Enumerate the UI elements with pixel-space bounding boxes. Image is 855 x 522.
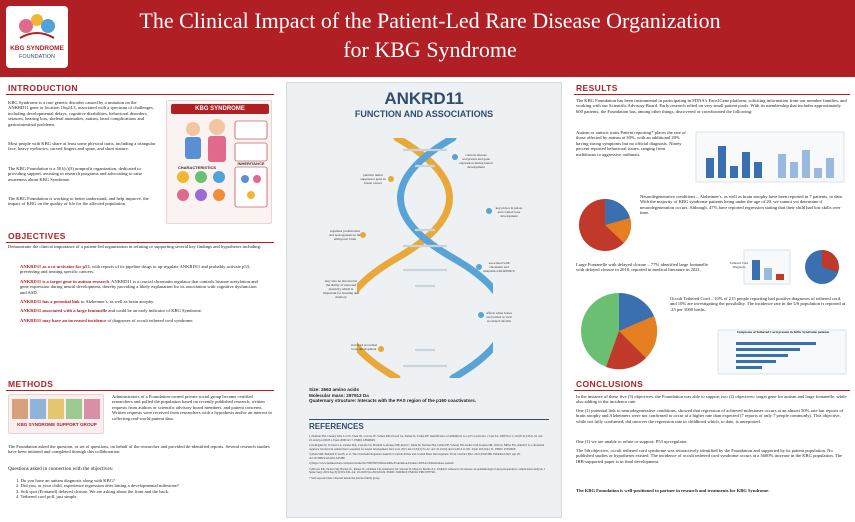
infographic-label-inheritance: INHERITANCE xyxy=(237,161,264,166)
objective-item: ANKRD11 as a co-activator for p53, with … xyxy=(20,264,264,275)
symptoms-bar-chart xyxy=(717,329,847,375)
question-item: 4. Tethered cord poll, just simple. xyxy=(16,494,78,500)
left-column: INTRODUCTION KBG Syndrome is a rare gene… xyxy=(6,82,274,518)
support-group-badge: KBG SYNDROME SUPPORT GROUP xyxy=(8,394,104,434)
objectives-list: ANKRD11 as a co-activator for p53, with … xyxy=(8,264,264,327)
conclusion-paragraph-4: The 5th objective, occult tethered cord … xyxy=(576,448,843,464)
objective-text: of diagnoses of occult tethered cord syn… xyxy=(106,317,194,323)
methods-heading: METHODS xyxy=(6,378,274,391)
methods-paragraph-2: The Foundation asked the question, or se… xyxy=(8,444,270,455)
conclusion-paragraph-2: One (1) potential link to neurodegenerat… xyxy=(576,408,844,424)
reference-item: 4) https://www.businesswire.com/news/hom… xyxy=(309,461,454,465)
intro-paragraph-2: Most people with KBG share at least some… xyxy=(8,141,156,152)
conclusion-closing: The KBG Foundation is well-positioned to… xyxy=(576,488,770,493)
support-group-photos xyxy=(12,399,100,419)
fontanelle-charts xyxy=(743,249,839,285)
result-neurodegenerative: Neurodegenerative conditions – Alzheimer… xyxy=(640,194,844,216)
infographic-figures: CHARACTERISTICS INHERITANCE xyxy=(177,119,268,208)
objectives-heading: OBJECTIVES xyxy=(6,230,274,243)
support-group-label: KBG SYNDROME SUPPORT GROUP xyxy=(17,422,97,427)
question-item: 2. Did you, or your child, experience re… xyxy=(16,483,179,489)
infographic-title: KBG SYNDROME xyxy=(171,104,269,114)
stat-size: Size: 2663 amino acids xyxy=(309,387,360,392)
callout-tumor-suppressor: putative tumor suppressor gene in breast… xyxy=(360,173,386,185)
reference-item: * Self-reported data collected inside th… xyxy=(309,475,380,480)
poster-title: The Clinical Impact of the Patient-Led R… xyxy=(80,6,780,64)
result-autism: Autism or autistic traits Patient report… xyxy=(576,130,686,157)
references-divider xyxy=(309,419,549,420)
symptoms-chart-title: Symptoms of Tethered Cord present in KBG… xyxy=(736,330,830,334)
objectives-intro: Demonstrate the clinical importance of a… xyxy=(8,244,262,249)
callout-markers xyxy=(358,154,492,352)
autism-bar-chart xyxy=(695,131,845,183)
callout-neuronal-plasticity: may also be involved in the ability of n… xyxy=(323,279,359,299)
objective-text: . ANKRD11 is a crucial chromatin regulat… xyxy=(20,278,258,295)
infographic-label-characteristics: CHARACTERISTICS xyxy=(178,165,217,170)
intro-paragraph-4: The KBG Foundation is working to better … xyxy=(8,196,149,207)
logo-text-bottom: FOUNDATION xyxy=(19,54,55,60)
objective-item: ANKRD11 is a target gene in autism resea… xyxy=(20,279,264,295)
poster-header: KBG SYNDROME FOUNDATION The Clinical Imp… xyxy=(0,0,855,77)
reference-item: 3) Roth DM, Baddam P, Lin H, et al. The … xyxy=(309,452,521,460)
conclusion-paragraph-1: In the instance of these five (5) object… xyxy=(576,394,847,405)
objective-bold: ANKRD11 has a potential link xyxy=(20,299,80,305)
conclusion-paragraph-3: One (1) we are unable to refute or suppo… xyxy=(576,439,688,444)
questions-list: 1. Do you have an autism diagnosis along… xyxy=(16,478,266,500)
question-item: 1. Do you have an autism diagnosis along… xyxy=(16,478,116,483)
objective-bold: ANKRD11 is a target gene in autism resea… xyxy=(20,278,110,284)
reference-item: 2) Gallagher D, Voronova A, Zander MA, C… xyxy=(309,443,545,451)
callout-palate-cranial: key player in palate and cranial bone de… xyxy=(495,206,523,218)
title-line-1: The Clinical Impact of the Patient-Led R… xyxy=(139,8,721,33)
objective-bold: ANKRD11 may have an increased incidence xyxy=(20,317,107,323)
gene-title: ANKRD11 xyxy=(384,89,464,108)
logo-text-top: KBG SYNDROME xyxy=(10,45,64,52)
neuro-pie-chart xyxy=(579,199,632,251)
stat-quaternary-structure: Quaternary structure: Interacts with the… xyxy=(309,398,477,404)
right-column: RESULTS The KBG Foundation has been inst… xyxy=(574,82,850,518)
intro-paragraph-3: The KBG Foundation is a 501(c)(3) nonpro… xyxy=(8,166,143,182)
kbg-foundation-logo: KBG SYNDROME FOUNDATION xyxy=(6,6,68,68)
tethered-chart-title: Tethered Cord Diagnosis xyxy=(729,261,749,269)
title-line-2: for KBG Syndrome xyxy=(343,37,517,62)
objective-bold: ANKRD11 as a co-activator for p53 xyxy=(20,264,90,269)
center-column: ANKRD11 FUNCTION AND ASSOCIATIONS putati… xyxy=(286,82,562,518)
question-item: 3. Soft spot (Fontanel) delayed closure.… xyxy=(16,488,170,494)
reference-item: 1) Neilsen PM, Cheney KM, Li CW, Chen JD… xyxy=(309,434,543,442)
questions-title: Questions asked in connection with the o… xyxy=(8,466,114,472)
callout-neurogenesis: regulates proliferation and neurogenesis… xyxy=(329,229,361,241)
callout-bone-formation: affects when bones are formed as well as… xyxy=(486,311,512,323)
references-list: 1) Neilsen PM, Cheney KM, Li CW, Chen JD… xyxy=(309,434,549,482)
methods-paragraph-1: Administrators of a Foundation-owned pri… xyxy=(112,394,272,421)
reference-item: 5) Brown KK, Nelson SR, Hacker JL, Ricke… xyxy=(309,466,546,474)
callout-histone-acetylation: controls histone acetylation and gene ex… xyxy=(459,153,493,169)
objective-item: ANKRD11 may have an increased incidence … xyxy=(20,318,264,323)
result-tethered-cord: Occult Tethered Cord – 10% of 215 people… xyxy=(670,296,846,312)
objective-text: to Alzheimer's, as well as brain atrophy… xyxy=(79,299,155,305)
objective-text: , with reports of its pipeline drugs to … xyxy=(20,264,251,275)
result-fontanelle: Large Fontanelle with delayed closure – … xyxy=(576,262,708,273)
stat-molecular-mass: Molecular mass: 297913 Da xyxy=(309,392,369,398)
introduction-heading: INTRODUCTION xyxy=(6,82,274,95)
kbg-infographic: KBG SYNDROME CHARACTERISTICS INHERITANCE xyxy=(166,100,272,224)
callout-chromatin-ubiquitin: associated with chromatin and ubiquitin … xyxy=(483,261,515,273)
dna-helix-graphic xyxy=(357,138,493,378)
callout-bone-development: involved in normal bone development xyxy=(351,343,377,351)
objective-text: and could be an early indicator of KBG S… xyxy=(107,308,203,314)
results-intro: The KBG Foundation has been instrumental… xyxy=(576,98,847,114)
conclusions-heading: CONCLUSIONS xyxy=(574,378,850,391)
objective-item: ANKRD11 has a potential link to Alzheime… xyxy=(20,299,264,304)
objective-item: ANKRD11 associated with a large fontanel… xyxy=(20,308,264,313)
references-heading: REFERENCES xyxy=(309,422,364,431)
tethered-cord-pie-chart xyxy=(581,292,658,370)
protein-stats: Size: 2663 amino acids Molecular mass: 2… xyxy=(309,387,549,404)
results-heading: RESULTS xyxy=(574,82,850,95)
objective-bold: ANKRD11 associated with a large fontanel… xyxy=(20,308,108,314)
intro-paragraph-1: KBG Syndrome is a rare genetic disorder … xyxy=(8,100,154,127)
gene-subtitle: FUNCTION AND ASSOCIATIONS xyxy=(354,109,494,119)
